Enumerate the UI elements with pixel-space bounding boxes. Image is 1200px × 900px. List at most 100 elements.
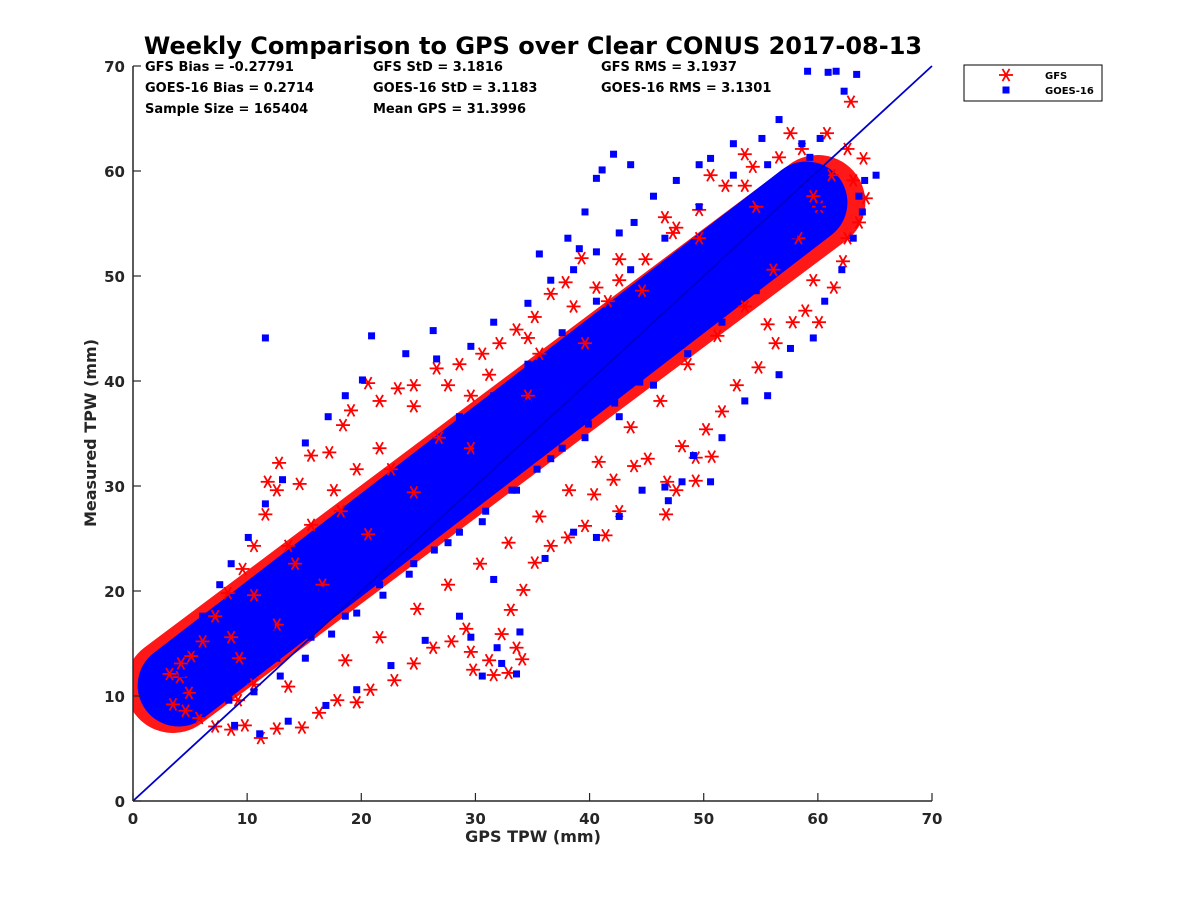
gfs-point [751, 360, 766, 374]
goes16-point [318, 560, 326, 568]
gfs-point [811, 315, 826, 329]
goes16-point [821, 171, 829, 179]
gfs-point [406, 378, 421, 392]
goes16-point [592, 174, 600, 182]
gfs-point [235, 562, 250, 576]
goes16-point [821, 297, 829, 305]
goes16-point [649, 381, 657, 389]
gfs-point [482, 368, 497, 382]
gfs-point [589, 281, 604, 295]
y-tick-label: 60 [104, 163, 125, 181]
goes16-point [405, 570, 413, 578]
gfs-point [612, 273, 627, 287]
gfs-point [574, 251, 589, 265]
goes16-point [858, 208, 866, 216]
gfs-point [600, 294, 615, 308]
goes16-point [816, 134, 824, 142]
goes16-point [234, 663, 242, 671]
gfs-point [606, 473, 621, 487]
goes16-point [707, 478, 715, 486]
goes16-point [756, 197, 764, 205]
gfs-point [338, 653, 353, 667]
goes16-point [615, 413, 623, 421]
goes16-point [284, 717, 292, 725]
gfs-point [472, 557, 487, 571]
gfs-point [390, 381, 405, 395]
x-tick-label: 70 [922, 810, 943, 828]
gfs-point [737, 147, 752, 161]
goes16-point [524, 360, 532, 368]
gfs-point [281, 680, 296, 694]
goes16-point [387, 486, 395, 494]
gfs-point [737, 299, 752, 313]
gfs-point [459, 622, 474, 636]
chart-title: Weekly Comparison to GPS over Clear CONU… [144, 32, 922, 60]
goes16-point [490, 575, 498, 583]
goes16-point [279, 476, 287, 484]
gfs-point [623, 420, 638, 434]
legend-box [963, 64, 1103, 102]
x-tick-label: 10 [237, 810, 258, 828]
goes16-point [547, 455, 555, 463]
gfs-point [718, 179, 733, 193]
gfs-point [330, 693, 345, 707]
goes16-point [564, 234, 572, 242]
goes16-point [284, 602, 292, 610]
goes16-point [615, 229, 623, 237]
goes16-point [567, 399, 575, 407]
goes16-point [630, 218, 638, 226]
legend-gfs-marker [999, 68, 1013, 82]
goes16-point [581, 208, 589, 216]
goes16-point [558, 444, 566, 452]
gfs-point [566, 299, 581, 313]
goes16-point [187, 644, 195, 652]
gfs-point [509, 323, 524, 337]
goes16-point [775, 116, 783, 124]
goes16-point [707, 154, 715, 162]
gfs-point [383, 462, 398, 476]
gfs-point [680, 357, 695, 371]
gfs-point [463, 645, 478, 659]
stat-goes-rms: GOES-16 RMS = 3.1301 [601, 81, 771, 96]
stat-goes-std: GOES-16 StD = 3.1183 [373, 81, 537, 96]
y-tick-label: 20 [104, 583, 125, 601]
stat-sample-size: Sample Size = 165404 [145, 102, 308, 117]
goes16-point [444, 539, 452, 547]
goes16-point [410, 560, 418, 568]
y-tick-label: 70 [104, 58, 125, 76]
goes16-point [188, 668, 196, 676]
goes16-point [713, 308, 721, 316]
goes16-point [627, 311, 635, 319]
goes16-point [358, 376, 366, 384]
goes16-point [638, 486, 646, 494]
gfs-point [178, 704, 193, 718]
goes16-point [455, 612, 463, 620]
goes16-point [225, 696, 233, 704]
gfs-point [184, 649, 199, 663]
goes16-point [208, 678, 216, 686]
gfs-point [304, 518, 319, 532]
goes16-point [301, 439, 309, 447]
goes16-point [371, 539, 379, 547]
goes16-point [861, 176, 869, 184]
gfs-point [578, 519, 593, 533]
goes16-point [729, 221, 737, 229]
goes16-point [376, 581, 384, 589]
goes16-point [598, 166, 606, 174]
gfs-point [688, 474, 703, 488]
gfs-point [294, 720, 309, 735]
goes16-point [513, 486, 521, 494]
goes16-point [498, 659, 506, 667]
goes16-point [318, 586, 326, 594]
gfs-point [657, 210, 672, 224]
goes16-point [576, 355, 584, 363]
gfs-point [344, 403, 359, 417]
gfs-point [635, 284, 650, 298]
gfs-point [312, 706, 327, 720]
x-tick-label: 40 [579, 810, 600, 828]
goes16-point [199, 707, 207, 715]
goes16-point [258, 651, 266, 659]
gfs-point [714, 404, 729, 418]
goes16-point [689, 452, 697, 460]
goes16-point [261, 334, 269, 342]
